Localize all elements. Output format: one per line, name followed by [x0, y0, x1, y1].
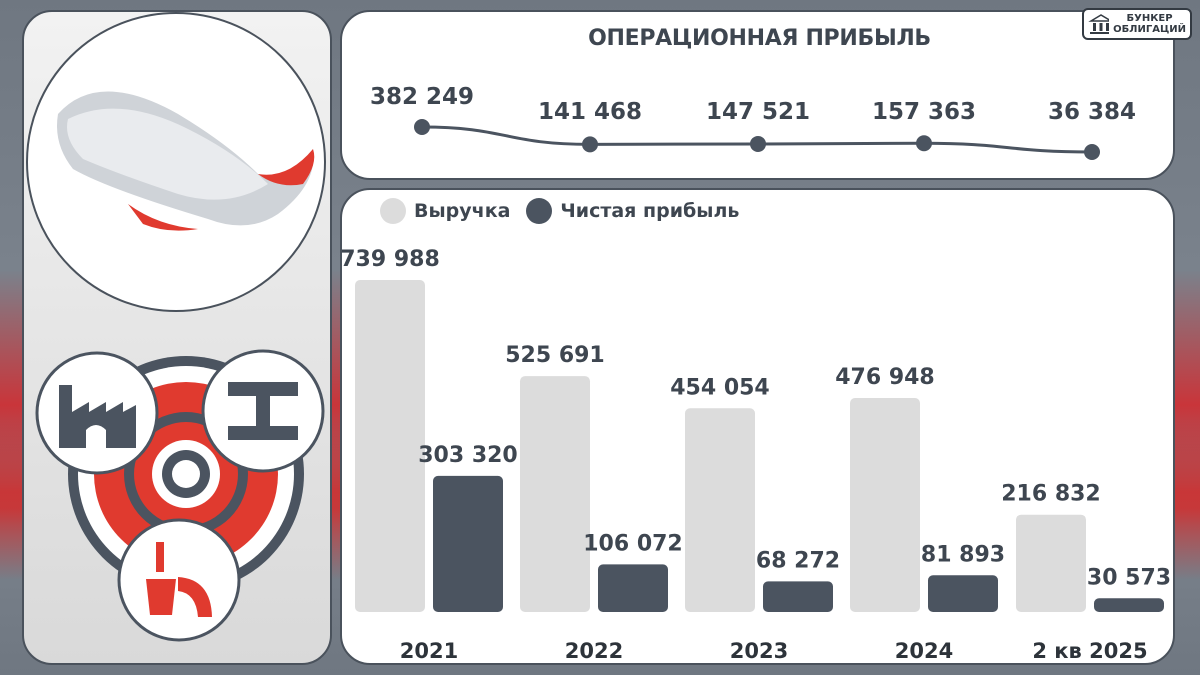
net-profit-value-label: 81 893 — [921, 542, 1005, 567]
operating-profit-point — [1084, 144, 1100, 160]
operating-profit-title: ОПЕРАЦИОННАЯ ПРИБЫЛЬ — [588, 26, 931, 51]
net-profit-bar — [928, 575, 998, 612]
revenue-profit-bar-chart: 739 988 303 320 2021 525 691 106 072 2022 454 … — [342, 247, 1171, 663]
revenue-value-label: 739 988 — [342, 247, 440, 272]
steel-beam-icon — [201, 349, 325, 473]
x-axis-tick-label: 2 кв 2025 — [1032, 639, 1147, 663]
revenue-bar — [355, 280, 425, 612]
legend-net-profit-label: Чистая прибыль — [560, 200, 740, 222]
operating-profit-point — [582, 136, 598, 153]
net-profit-value-label: 106 072 — [583, 531, 683, 556]
net-profit-bar — [433, 475, 503, 612]
revenue-value-label: 216 832 — [1001, 482, 1101, 507]
net-profit-value-label: 68 272 — [756, 548, 840, 573]
revenue-bar — [520, 376, 590, 612]
watermark-line2: ОБЛИГАЦИЙ — [1113, 24, 1186, 35]
brand-logo — [26, 12, 326, 312]
net-profit-value-label: 30 573 — [1087, 565, 1171, 590]
revenue-bar — [1016, 514, 1086, 612]
factory-icon — [35, 351, 159, 475]
x-axis-tick-label: 2021 — [400, 639, 458, 663]
operating-profit-point — [750, 135, 766, 152]
legend-net-profit-swatch — [526, 198, 553, 224]
operating-profit-value-label: 382 249 — [370, 84, 474, 110]
operating-profit-point — [916, 135, 932, 152]
x-axis-tick-label: 2023 — [730, 639, 788, 663]
revenue-value-label: 454 054 — [670, 375, 770, 400]
x-axis-tick-label: 2022 — [565, 639, 623, 663]
operating-profit-card: ОПЕРАЦИОННАЯ ПРИБЫЛЬ 382 249 141 468 147 5… — [340, 10, 1175, 180]
operating-profit-point — [414, 119, 430, 135]
bunker-obligatsiy-watermark: БУНКЕР ОБЛИГАЦИЙ — [1082, 8, 1192, 40]
bank-building-icon — [1088, 14, 1110, 34]
operating-profit-line-chart: 382 249 141 468 147 521 157 363 36 384 — [370, 84, 1136, 160]
revenue-value-label: 476 948 — [835, 365, 935, 390]
watermark-line1: БУНКЕР — [1126, 13, 1173, 24]
net-profit-bar — [763, 581, 833, 612]
net-profit-bar — [1094, 598, 1164, 612]
net-profit-bar — [598, 564, 668, 612]
ladle-icon — [117, 518, 241, 642]
legend-revenue-swatch — [380, 198, 406, 224]
operating-profit-value-label: 36 384 — [1048, 99, 1136, 125]
net-profit-value-label: 303 320 — [418, 443, 518, 468]
revenue-bar — [850, 398, 920, 612]
chart-legend: Выручка Чистая прибыль — [380, 198, 739, 224]
revenue-bar — [685, 408, 755, 612]
x-axis-tick-label: 2024 — [895, 639, 953, 663]
revenue-profit-card: 739 988 303 320 2021 525 691 106 072 2022 454 … — [340, 188, 1175, 665]
operating-profit-value-label: 157 363 — [872, 99, 976, 125]
operating-profit-value-label: 147 521 — [706, 99, 810, 125]
operating-profit-value-label: 141 468 — [538, 99, 642, 125]
legend-revenue-label: Выручка — [414, 200, 511, 222]
revenue-value-label: 525 691 — [505, 343, 605, 368]
